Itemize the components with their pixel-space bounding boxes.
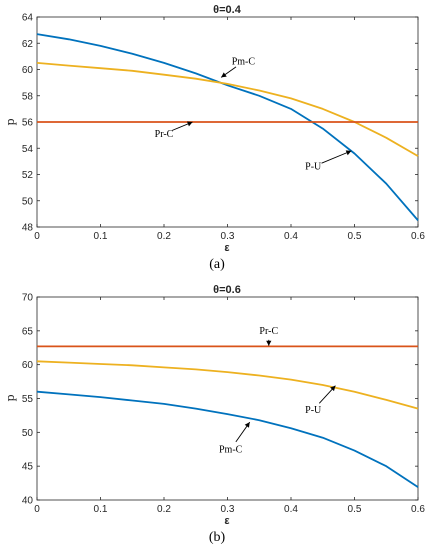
- annotation-arrowhead: [221, 72, 227, 78]
- x-tick-label: 0.4: [284, 504, 298, 515]
- x-tick-label: 0.1: [94, 231, 108, 242]
- x-axis-label: ε: [224, 242, 230, 254]
- annotation-arrowhead: [266, 340, 272, 346]
- series-line: [36, 390, 419, 488]
- annotation-arrowhead: [186, 121, 193, 127]
- annotation-label: Pr-C: [155, 129, 174, 140]
- y-tick-label: 56: [22, 118, 34, 129]
- y-tick-label: 45: [22, 462, 34, 473]
- y-axis-label: p: [4, 118, 17, 125]
- y-axis-label: p: [4, 394, 17, 401]
- chart-title: θ=0.4: [213, 4, 242, 16]
- x-tick-label: 0.3: [221, 231, 235, 242]
- y-tick-label: 62: [22, 39, 34, 50]
- annotation-label: P-U: [305, 162, 322, 173]
- y-tick-label: 55: [22, 394, 34, 405]
- annotation-arrowhead: [345, 150, 352, 156]
- y-tick-label: 64: [22, 13, 34, 24]
- plot-area: [36, 296, 419, 501]
- x-tick-label: 0.6: [411, 504, 425, 515]
- x-tick-label: 0.1: [94, 504, 108, 515]
- y-tick-label: 54: [22, 144, 34, 155]
- series-line: [36, 33, 419, 221]
- chart-panel-b: θ=0.6 p ε (b) 0 0.1 0.2 0.3 0.4 0.5 0.6 40 45 50…: [4, 284, 425, 545]
- x-tick-label: 0.3: [221, 504, 235, 515]
- panel-label: (b): [209, 530, 226, 545]
- y-tick-label: 40: [22, 496, 34, 507]
- x-tick-label: 0.5: [348, 504, 362, 515]
- series-line: [36, 360, 419, 410]
- y-tick-label: 60: [22, 65, 34, 76]
- y-tick-label: 50: [22, 196, 34, 207]
- annotation-label: P-U: [305, 405, 322, 416]
- annotation-label: Pr-C: [259, 326, 278, 337]
- y-tick-label: 52: [22, 170, 34, 181]
- y-tick-label: 50: [22, 428, 34, 439]
- x-tick-label: 0.2: [157, 504, 171, 515]
- x-tick-label: 0.6: [411, 231, 425, 242]
- x-tick-label: 0: [34, 231, 40, 242]
- chart-panel-a: θ=0.4 p ε (a) 0 0.1 0.2 0.3 0.4 0.5 0.6 48 50 52…: [4, 4, 425, 272]
- y-tick-label: 58: [22, 91, 34, 102]
- x-tick-label: 0.2: [157, 231, 171, 242]
- y-tick-label: 60: [22, 360, 34, 371]
- annotation-arrowhead: [330, 385, 336, 392]
- y-tick-label: 65: [22, 326, 34, 337]
- annotation-arrowhead: [244, 422, 250, 428]
- x-tick-label: 0.4: [284, 231, 298, 242]
- y-tick-label: 48: [22, 223, 34, 234]
- chart-title: θ=0.6: [213, 284, 241, 296]
- x-tick-label: 0: [34, 504, 40, 515]
- panel-label: (a): [209, 257, 225, 272]
- x-tick-label: 0.5: [348, 231, 362, 242]
- x-axis-label: ε: [224, 515, 230, 527]
- annotation-arrow: [321, 150, 352, 164]
- annotation-label: Pm-C: [219, 444, 243, 455]
- y-tick-label: 70: [22, 293, 34, 304]
- annotation-label: Pm-C: [232, 57, 256, 68]
